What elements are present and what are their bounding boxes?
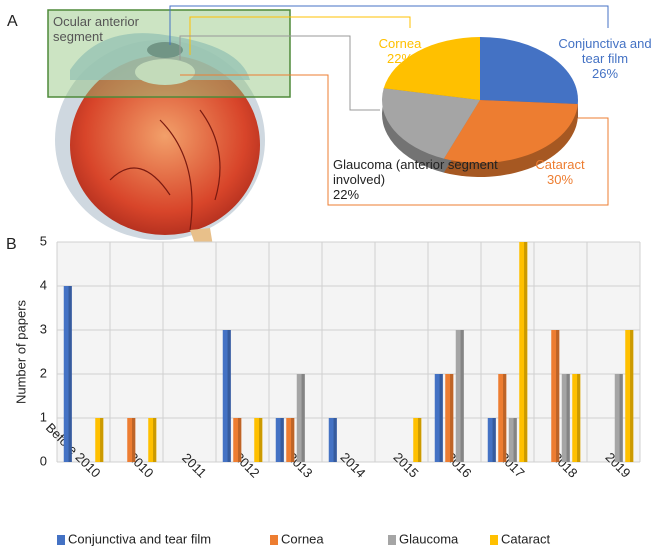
bar-side bbox=[630, 330, 634, 462]
bar-side bbox=[280, 418, 284, 462]
bar-side bbox=[68, 286, 72, 462]
bar-side bbox=[619, 374, 623, 462]
bar bbox=[519, 242, 528, 462]
pie-value-label: 22% bbox=[386, 51, 414, 66]
anterior-segment-box bbox=[47, 9, 291, 98]
bar-side bbox=[238, 418, 242, 462]
bar bbox=[434, 374, 443, 462]
bar-side bbox=[503, 374, 507, 462]
bar bbox=[286, 418, 295, 462]
legend-label: Glaucoma bbox=[399, 531, 459, 546]
bar bbox=[561, 374, 570, 462]
bar-side bbox=[153, 418, 157, 462]
bar-side bbox=[577, 374, 581, 462]
legend-label: Conjunctiva and tear film bbox=[68, 531, 211, 546]
bar bbox=[63, 286, 72, 462]
legend-label: Cornea bbox=[281, 531, 324, 546]
bar bbox=[127, 418, 136, 462]
bar bbox=[328, 418, 337, 462]
pie-slice bbox=[382, 88, 480, 159]
bar-side bbox=[227, 330, 231, 462]
pie-category: Cataract bbox=[535, 157, 585, 172]
bar-side bbox=[132, 418, 136, 462]
bar-side bbox=[492, 418, 496, 462]
bar bbox=[275, 418, 284, 462]
pie-label: Cataract 30% bbox=[520, 157, 600, 187]
bar bbox=[254, 418, 263, 462]
bar bbox=[551, 330, 560, 462]
bar-side bbox=[450, 374, 454, 462]
pie-slice bbox=[443, 100, 578, 163]
bar-side bbox=[418, 418, 422, 462]
bar-side bbox=[460, 330, 464, 462]
pie-slice bbox=[480, 37, 578, 104]
annotation: Ocular anterior segment bbox=[53, 14, 139, 44]
bar-side bbox=[259, 418, 263, 462]
legend-swatch bbox=[270, 535, 278, 545]
pie-category: Conjunctiva and tear film bbox=[558, 36, 652, 66]
pie-value-label: 22% bbox=[333, 187, 360, 202]
y-tick-label: 4 bbox=[40, 277, 47, 292]
bar-side bbox=[566, 374, 570, 462]
bar bbox=[625, 330, 634, 462]
legend-swatch bbox=[490, 535, 498, 545]
panel-label: A bbox=[7, 13, 18, 30]
y-tick-label: 1 bbox=[40, 409, 47, 424]
bar bbox=[95, 418, 104, 462]
legend-swatch bbox=[388, 535, 396, 545]
y-axis-label: Number of papers bbox=[13, 299, 28, 404]
bar bbox=[614, 374, 623, 462]
pie-category: Glaucoma (anterior segment involved) bbox=[333, 157, 498, 187]
bar-side bbox=[333, 418, 337, 462]
pie-label: Cornea 22% bbox=[360, 36, 440, 66]
bar bbox=[413, 418, 422, 462]
bar bbox=[148, 418, 157, 462]
bar bbox=[222, 330, 231, 462]
legend-swatch bbox=[57, 535, 65, 545]
y-tick-label: 5 bbox=[40, 233, 47, 248]
pie-label: Glaucoma (anterior segment involved) 22% bbox=[333, 157, 523, 202]
pie-value-label: 30% bbox=[546, 172, 574, 187]
bar bbox=[487, 418, 496, 462]
bar-side bbox=[301, 374, 305, 462]
bar-side bbox=[291, 418, 295, 462]
bar bbox=[498, 374, 507, 462]
bar bbox=[445, 374, 454, 462]
bar bbox=[572, 374, 581, 462]
bar bbox=[233, 418, 242, 462]
pie-label: Conjunctiva and tear film 26% bbox=[555, 36, 655, 81]
panel-label: B bbox=[6, 236, 17, 253]
leader-lines bbox=[169, 5, 609, 206]
bar-side bbox=[556, 330, 560, 462]
pie-category: Cornea bbox=[378, 36, 422, 51]
pie-slice bbox=[383, 37, 480, 100]
bar bbox=[455, 330, 464, 462]
bar-side bbox=[100, 418, 104, 462]
y-tick-label: 2 bbox=[40, 365, 47, 380]
legend-label: Cataract bbox=[501, 531, 551, 546]
pie-value-label: 26% bbox=[591, 66, 619, 81]
bar bbox=[296, 374, 305, 462]
eye-illustration bbox=[55, 33, 265, 258]
bar-side bbox=[513, 418, 517, 462]
y-tick-label: 3 bbox=[40, 321, 47, 336]
bar bbox=[508, 418, 517, 462]
bar-side bbox=[524, 242, 528, 462]
bar-side bbox=[439, 374, 443, 462]
y-tick-label: 0 bbox=[40, 453, 47, 468]
